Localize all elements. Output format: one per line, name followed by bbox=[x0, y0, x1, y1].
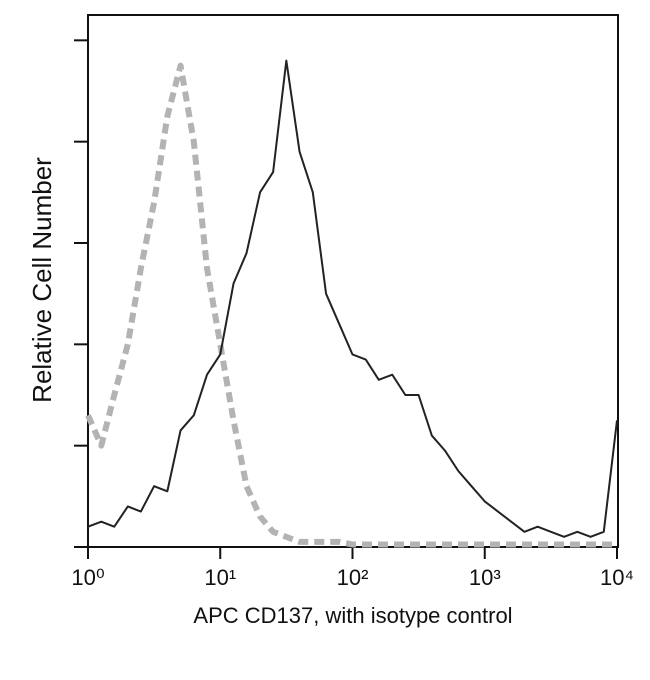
x-tick-label: 10⁰ bbox=[71, 565, 104, 590]
x-tick-label: 10² bbox=[337, 565, 369, 590]
x-tick-label: 10³ bbox=[469, 565, 501, 590]
x-axis-label: APC CD137, with isotype control bbox=[193, 603, 512, 628]
histogram-line bbox=[85, 62, 617, 548]
x-tick-label: 10¹ bbox=[204, 565, 236, 590]
plot-frame bbox=[87, 14, 619, 548]
histogram-line bbox=[87, 59, 618, 538]
y-axis-label: Relative Cell Number bbox=[27, 157, 57, 403]
x-tick-label: 10⁴ bbox=[600, 565, 634, 590]
